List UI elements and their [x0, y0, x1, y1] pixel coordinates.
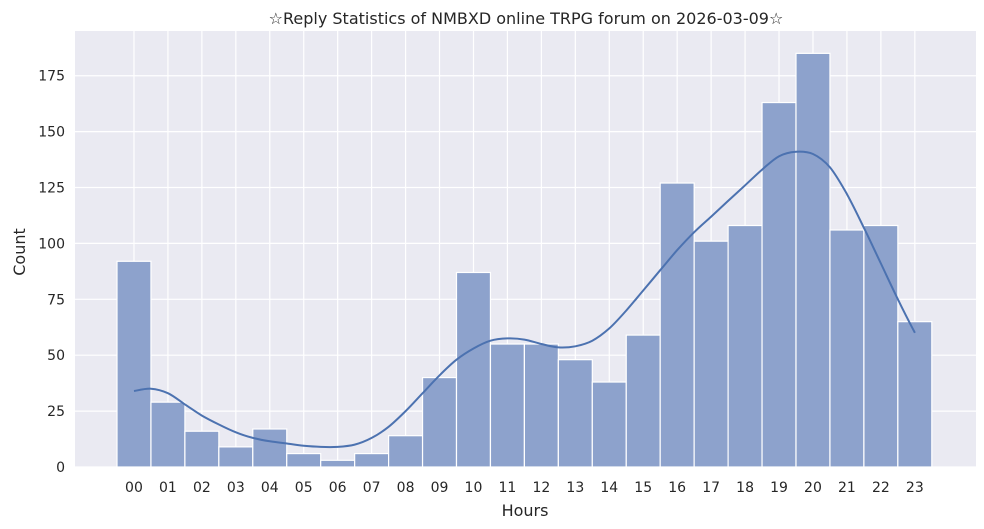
- bar-11: [489, 343, 526, 468]
- x-tick-label: 06: [329, 480, 347, 496]
- x-tick-label: 15: [634, 480, 652, 496]
- x-tick-label: 13: [566, 480, 584, 496]
- chart-title: ☆Reply Statistics of NMBXD online TRPG f…: [269, 9, 784, 28]
- x-tick-label: 01: [159, 480, 177, 496]
- bar-08: [388, 435, 424, 468]
- bar-18: [727, 224, 763, 468]
- x-tick-label: 04: [261, 480, 279, 496]
- bar-23: [897, 321, 933, 468]
- y-axis-label: Count: [10, 228, 29, 276]
- kde-curve: [133, 150, 916, 449]
- x-tick-label: 23: [906, 480, 924, 496]
- x-tick-label: 16: [668, 480, 686, 496]
- y-tick-label: 50: [47, 348, 65, 364]
- y-tick-label: 25: [47, 404, 65, 420]
- bar-17: [693, 240, 729, 468]
- x-tick-label: 09: [431, 480, 449, 496]
- bar-06: [320, 459, 356, 468]
- y-tick-labels: 0 25 50 75 100 125 150 175: [38, 69, 65, 476]
- y-tick-label: 75: [47, 292, 65, 308]
- bar-04: [252, 428, 288, 468]
- x-tick-label: 10: [465, 480, 483, 496]
- x-tick-label: 12: [532, 480, 550, 496]
- x-tick-label: 21: [838, 480, 856, 496]
- bar-10: [455, 271, 492, 468]
- x-tick-label: 08: [397, 480, 415, 496]
- bar-14: [591, 381, 627, 468]
- y-tick-label: 100: [38, 236, 65, 252]
- bar-12: [523, 343, 559, 468]
- x-tick-labels: 00 01 02 03 04 05 06 07 08 09 10 11 12 13 14 15 16 17 18 19…: [125, 480, 924, 496]
- y-tick-label: 150: [38, 125, 65, 141]
- x-tick-label: 17: [702, 480, 720, 496]
- bar-19: [761, 101, 797, 468]
- x-tick-label: 03: [227, 480, 245, 496]
- bar-07: [354, 452, 390, 468]
- bar-16: [659, 182, 695, 468]
- bar-01: [150, 401, 186, 468]
- x-axis-label: Hours: [502, 501, 549, 520]
- x-tick-label: 02: [193, 480, 211, 496]
- bar-02: [184, 430, 220, 468]
- bars: [116, 52, 933, 468]
- bar-09: [421, 376, 458, 468]
- y-tick-label: 125: [38, 181, 65, 197]
- y-tick-label: 175: [38, 69, 65, 85]
- x-tick-label: 00: [125, 480, 143, 496]
- x-tick-label: 22: [872, 480, 890, 496]
- x-tick-label: 18: [736, 480, 754, 496]
- bar-15: [625, 334, 661, 468]
- y-tick-label: 0: [56, 460, 65, 476]
- x-tick-label: 20: [804, 480, 822, 496]
- bar-21: [829, 229, 865, 468]
- x-tick-label: 11: [499, 480, 517, 496]
- x-tick-label: 14: [600, 480, 618, 496]
- bar-00: [116, 260, 152, 468]
- bar-20: [795, 52, 831, 468]
- bar-05: [286, 452, 322, 468]
- bar-03: [218, 446, 254, 468]
- x-tick-label: 05: [295, 480, 313, 496]
- x-tick-label: 19: [770, 480, 788, 496]
- x-tick-label: 07: [363, 480, 381, 496]
- bar-13: [557, 359, 593, 468]
